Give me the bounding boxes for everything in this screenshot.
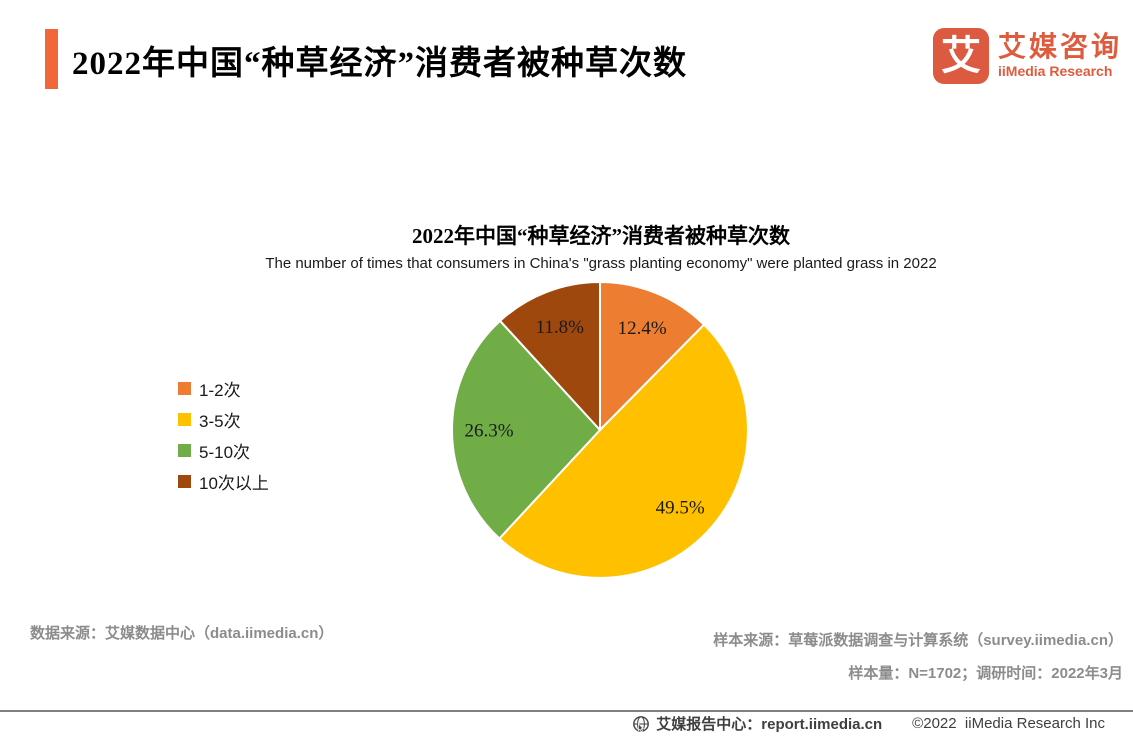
legend-label: 3-5次 <box>199 411 241 431</box>
pie-slice-1-2次 <box>599 281 705 431</box>
bottom-divider <box>0 710 1133 712</box>
globe-cursor-icon <box>632 715 650 733</box>
data-source-note: 数据来源：艾媒数据中心（data.iimedia.cn） <box>30 625 334 642</box>
pie-slice-label: 26.3% <box>464 420 513 441</box>
pie-chart-container: 12.4% 49.5% 26.3% 11.8% <box>450 280 750 580</box>
pie-slice-label: 49.5% <box>656 497 705 518</box>
iimedia-logo: 艾 艾媒咨询 iiMedia Research <box>933 28 1122 84</box>
chart-subtitle: The number of times that consumers in Ch… <box>265 255 937 272</box>
chart-title: 2022年中国“种草经济”消费者被种草次数 <box>412 224 790 248</box>
legend-swatch <box>178 412 191 426</box>
pie-slice-3-5次 <box>498 323 749 579</box>
iimedia-logo-text: 艾媒咨询 iiMedia Research <box>998 31 1123 80</box>
legend-item: 5-10次 <box>178 439 269 462</box>
chart-legend: 1-2次 3-5次 5-10次 10次以上 <box>178 377 269 501</box>
legend-label: 1-2次 <box>199 380 241 400</box>
legend-item: 10次以上 <box>178 470 269 493</box>
legend-swatch <box>178 381 191 395</box>
report-center-link[interactable]: 艾媒报告中心：report.iimedia.cn <box>656 716 883 733</box>
legend-item: 1-2次 <box>178 377 269 400</box>
legend-item: 3-5次 <box>178 408 269 431</box>
pie-slice-10次以上 <box>499 281 601 431</box>
sample-info-line: 样本量：N=1702；调研时间：2022年3月 <box>848 665 1123 682</box>
iimedia-logo-icon: 艾 <box>933 28 989 84</box>
legend-swatch <box>178 474 191 488</box>
legend-swatch <box>178 443 191 457</box>
page-title: 2022年中国“种草经济”消费者被种草次数 <box>72 46 687 82</box>
copyright-text: ©2022 iiMedia Research Inc <box>912 715 1105 732</box>
bottom-bar: 艾媒报告中心：report.iimedia.cn ©2022 iiMedia R… <box>632 713 1105 734</box>
legend-label: 10次以上 <box>199 473 269 493</box>
pie-slice-label: 11.8% <box>536 317 585 338</box>
logo-name-en: iiMedia Research <box>998 63 1113 79</box>
sample-source-note: 样本来源：草莓派数据调查与计算系统（survey.iimedia.cn） 样本量… <box>713 631 1123 684</box>
logo-name-cn: 艾媒咨询 <box>998 31 1123 63</box>
pie-chart: 12.4% 49.5% 26.3% 11.8% <box>451 281 749 579</box>
sample-source-line: 样本来源：草莓派数据调查与计算系统（survey.iimedia.cn） <box>713 632 1123 649</box>
title-accent-bar <box>45 29 58 89</box>
pie-slice-label: 12.4% <box>618 318 667 339</box>
pie-slice-5-10次 <box>451 319 601 540</box>
legend-label: 5-10次 <box>199 442 251 462</box>
